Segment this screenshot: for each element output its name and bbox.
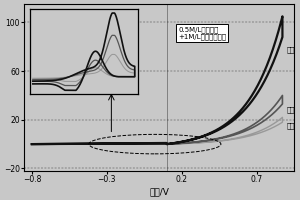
Text: 第一: 第一 xyxy=(286,122,295,129)
Text: 第三: 第三 xyxy=(286,47,295,53)
Text: 0.5M/L甲醇溶液
+1M/L氪氧化鿨溶液: 0.5M/L甲醇溶液 +1M/L氪氧化鿨溶液 xyxy=(178,26,226,40)
Text: 第二: 第二 xyxy=(286,107,295,113)
X-axis label: 电压/V: 电压/V xyxy=(149,187,169,196)
